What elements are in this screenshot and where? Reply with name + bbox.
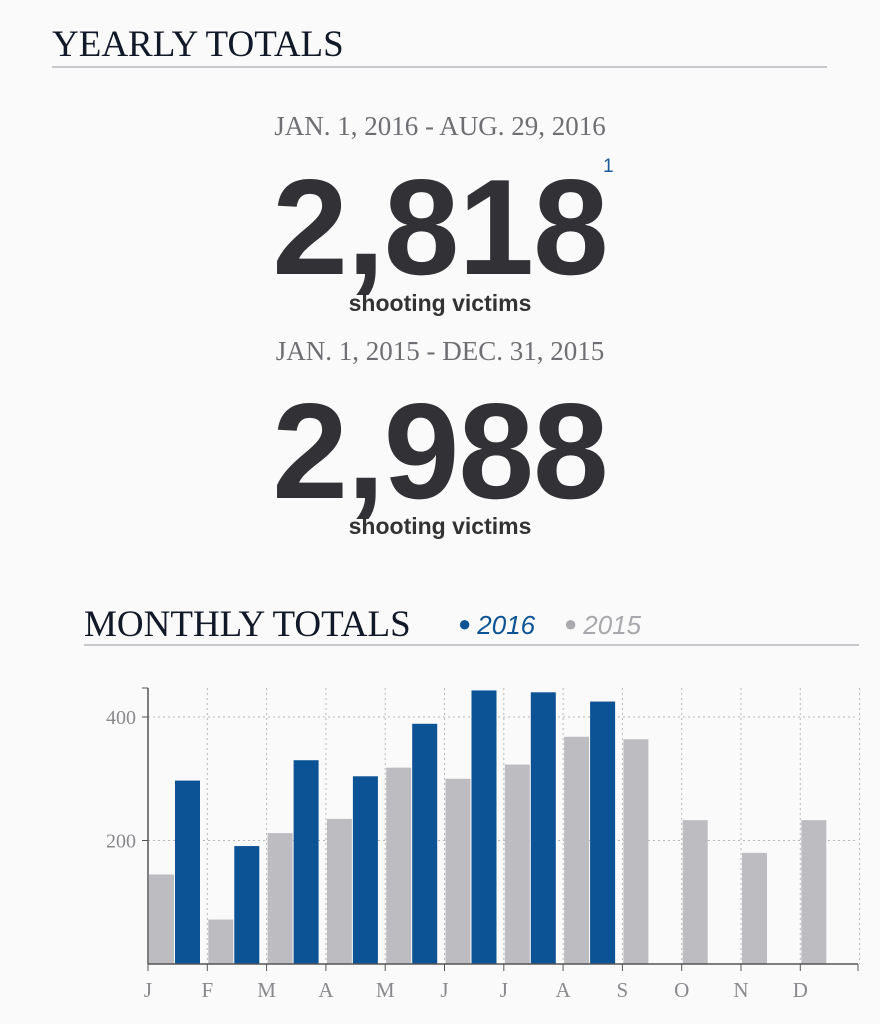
bar-2016-1 — [234, 846, 260, 964]
y-tick-label: 400 — [106, 707, 136, 729]
legend-2015-dot-icon: ● — [564, 611, 578, 636]
legend-2016-label: 2016 — [477, 610, 536, 640]
period-2016-range: JAN. 1, 2016 - AUG. 29, 2016 — [274, 111, 606, 141]
footnote-marker[interactable]: 1 — [603, 156, 614, 177]
x-tick-label: M — [376, 978, 395, 1002]
x-tick-label: J — [500, 978, 508, 1002]
x-tick-label: S — [617, 978, 629, 1002]
x-tick-label: M — [257, 978, 276, 1002]
legend-2016: ● 2016 — [458, 610, 535, 641]
bar-2016-0 — [175, 780, 200, 964]
bar-2015-8 — [623, 739, 649, 964]
period-2016-total: 2,818 — [272, 151, 608, 303]
bar-2016-2 — [293, 760, 319, 964]
y-tick-label: 200 — [106, 831, 136, 853]
x-tick-label: J — [440, 978, 448, 1002]
bar-2015-4 — [386, 767, 412, 964]
x-tick-label: A — [318, 978, 334, 1002]
period-2015-range: JAN. 1, 2015 - DEC. 31, 2015 — [275, 336, 605, 366]
bar-2016-7 — [590, 701, 616, 964]
bar-2015-2 — [267, 833, 293, 964]
bar-2015-11 — [801, 820, 827, 964]
yearly-title-rule — [52, 66, 827, 68]
period-2016-label: shooting victims — [348, 290, 532, 316]
bar-2016-5 — [471, 690, 497, 964]
bar-2016-6 — [530, 692, 556, 964]
x-tick-label: J — [144, 978, 152, 1002]
bar-2015-7 — [564, 736, 590, 964]
period-2015-total: 2,988 — [272, 375, 608, 527]
legend-2015: ● 2015 — [564, 610, 641, 641]
yearly-totals-title: YEARLY TOTALS — [52, 24, 344, 65]
bar-2016-3 — [352, 776, 378, 964]
bar-2016-4 — [412, 723, 438, 964]
x-tick-label: N — [733, 978, 748, 1002]
bar-2015-0 — [149, 874, 174, 964]
monthly-title-rule — [84, 644, 859, 646]
bar-2015-6 — [504, 764, 530, 964]
bar-2015-10 — [742, 852, 767, 964]
bar-2015-9 — [682, 820, 708, 964]
x-tick-label: F — [201, 978, 213, 1002]
monthly-totals-title: MONTHLY TOTALS — [84, 604, 411, 645]
x-tick-label: O — [674, 978, 689, 1002]
legend-2016-dot-icon: ● — [458, 611, 472, 636]
bar-2015-5 — [445, 778, 471, 964]
bar-2015-1 — [208, 919, 234, 964]
x-tick-label: A — [556, 978, 572, 1002]
bar-2015-3 — [326, 818, 352, 964]
legend-2015-label: 2015 — [583, 610, 642, 640]
x-tick-label: D — [793, 978, 808, 1002]
period-2015-label: shooting victims — [348, 513, 532, 539]
